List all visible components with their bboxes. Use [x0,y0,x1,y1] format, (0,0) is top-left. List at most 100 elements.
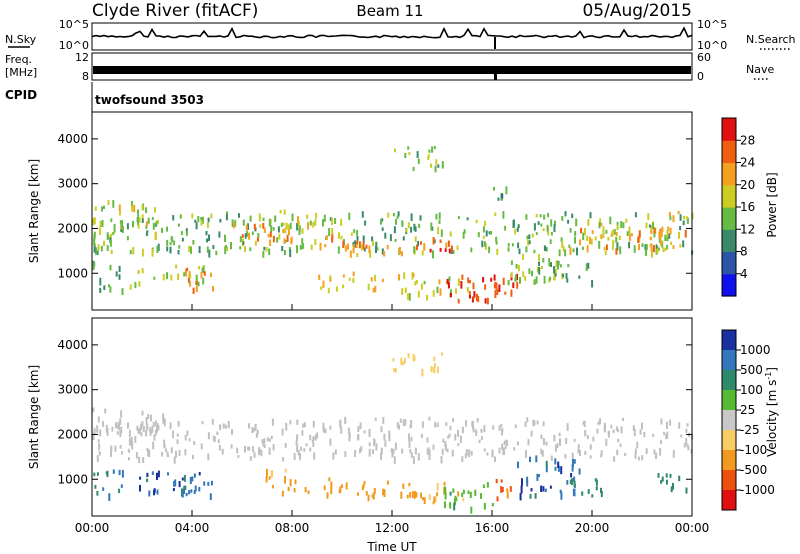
range-gate-cell [540,434,543,440]
range-gate-cell [109,233,112,241]
range-gate-cell [571,478,574,485]
range-gate-cell [484,220,487,227]
range-gate-cell [181,237,184,242]
y-tick-label: 2000 [57,427,88,441]
nsky-tick-bottom: 10^0 [59,39,89,52]
range-gate-cell [285,422,288,431]
range-gate-cell [433,239,436,243]
range-gate-cell [669,419,672,426]
range-gate-cell [660,240,663,245]
range-gate-cell [252,446,255,453]
range-gate-cell [410,226,413,233]
range-gate-cell [490,231,492,235]
range-gate-cell [396,422,399,429]
range-gate-cell [369,250,372,258]
range-gate-cell [461,274,464,280]
scatter-band [531,258,594,288]
range-gate-cell [139,427,141,434]
range-gate-cell [184,449,187,456]
range-gate-cell [344,451,347,457]
range-gate-cell [166,239,169,246]
range-gate-cell [116,431,119,435]
range-gate-cell [147,449,150,457]
range-gate-cell [128,438,131,445]
range-gate-cell [388,430,391,437]
range-gate-cell [543,275,546,284]
range-gate-cell [170,274,173,281]
range-gate-cell [309,434,312,441]
range-gate-cell [546,224,549,232]
range-gate-cell [579,239,581,246]
colorbar-swatch [722,207,736,230]
scatter-band [657,473,688,494]
range-gate-cell [632,425,635,431]
range-gate-cell [491,451,494,458]
range-gate-cell [305,443,308,447]
range-gate-cell [504,445,507,450]
range-gate-cell [470,247,473,253]
colorbar-tick-label: 12 [740,222,755,236]
range-gate-cell [530,488,533,492]
range-gate-cell [585,263,588,271]
freq-trace [93,66,691,74]
range-gate-cell [502,277,505,285]
colorbar-tick-label: -25 [740,423,760,437]
range-gate-cell [408,293,411,301]
range-gate-cell [428,494,431,500]
range-gate-cell [96,455,99,462]
range-gate-cell [141,248,144,257]
range-gate-cell [502,447,505,456]
range-gate-cell [445,242,448,249]
range-gate-cell [611,230,614,237]
x-tick-label: 16:00 [475,521,510,535]
range-gate-cell [134,436,137,443]
range-gate-cell [342,274,345,278]
range-gate-cell [412,273,415,278]
colorbar-swatch [722,370,736,391]
range-gate-cell [482,226,485,233]
range-gate-cell [371,236,374,242]
range-gate-cell [418,223,421,228]
range-gate-cell [115,422,118,428]
range-gate-cell [271,418,274,426]
range-gate-cell [189,274,192,279]
range-gate-cell [568,244,571,248]
range-gate-cell [145,430,148,437]
range-gate-cell [501,427,504,433]
scatter-band [279,209,318,234]
range-gate-cell [394,148,396,153]
range-gate-cell [198,246,201,254]
range-gate-cell [430,163,432,168]
range-gate-cell [535,455,538,463]
range-gate-cell [421,421,424,428]
range-gate-cell [470,451,473,456]
range-gate-cell [286,234,289,242]
nsearch-label: N.Search [746,33,796,46]
range-gate-cell [398,274,400,281]
range-gate-cell [244,445,246,453]
range-gate-cell [218,231,221,238]
range-gate-cell [494,212,497,217]
range-gate-cell [480,493,482,499]
range-gate-cell [645,448,648,454]
range-gate-cell [152,421,155,428]
scatter-band [185,267,214,294]
range-gate-cell [538,261,540,266]
range-gate-cell [582,421,585,425]
range-gate-cell [685,438,688,445]
range-gate-cell [269,231,272,238]
range-gate-cell [93,245,96,253]
range-gate-cell [542,421,545,427]
range-gate-cell [414,226,417,232]
colorbar-tick-label: 20 [740,178,755,192]
range-gate-cell [175,264,178,269]
range-gate-cell [133,204,136,213]
range-gate-cell [381,227,384,231]
range-gate-cell [536,266,539,273]
range-gate-cell [457,215,460,219]
range-gate-cell [92,219,95,226]
range-gate-cell [153,276,156,280]
range-gate-cell [653,449,656,455]
range-gate-cell [516,273,518,281]
range-gate-cell [280,222,283,227]
